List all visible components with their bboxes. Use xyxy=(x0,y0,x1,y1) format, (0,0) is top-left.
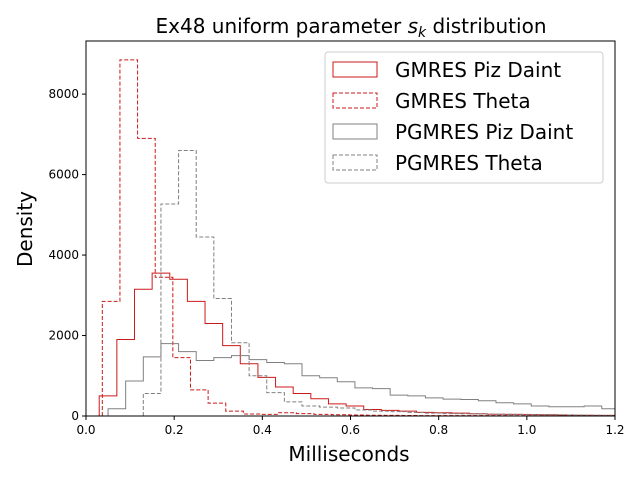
chart-title-symbol: s xyxy=(408,14,418,38)
chart-title-subscript: k xyxy=(418,25,427,41)
legend-label: GMRES Theta xyxy=(395,89,531,113)
legend-label: PGMRES Piz Daint xyxy=(395,120,573,144)
x-tick-label: 1.2 xyxy=(605,423,624,437)
x-tick-label: 0.0 xyxy=(76,423,95,437)
legend-swatch xyxy=(332,154,378,171)
x-axis: 0.0 0.2 0.4 0.6 0.8 1.0 1.2 xyxy=(76,416,625,437)
series-1-gmres-theta xyxy=(101,59,616,417)
legend: GMRES Piz Daint GMRES Theta PGMRES Piz Dai… xyxy=(324,51,604,184)
legend-swatch xyxy=(332,123,378,140)
legend-swatch xyxy=(332,61,378,78)
x-tick-label: 0.6 xyxy=(341,423,360,437)
chart-title-suffix: distribution xyxy=(426,14,546,38)
legend-frame xyxy=(324,51,604,184)
chart-title: Ex48 uniform parameter sk distribution xyxy=(156,14,547,41)
series-3-pgmres-theta xyxy=(142,149,616,416)
legend-label: PGMRES Theta xyxy=(395,151,543,175)
x-tick-label: 0.2 xyxy=(165,423,184,437)
x-axis-label: Milliseconds xyxy=(288,442,409,466)
y-axis-label: Density xyxy=(13,191,37,267)
y-tick-label: 4000 xyxy=(48,248,79,262)
y-tick-label: 0 xyxy=(71,409,79,423)
x-tick-label: 0.8 xyxy=(429,423,448,437)
y-tick-label: 6000 xyxy=(48,168,79,182)
series-2-pgmres-piz-daint xyxy=(107,343,616,416)
series-layer xyxy=(98,59,616,417)
chart-title-text: Ex48 uniform parameter xyxy=(156,14,408,38)
x-tick-label: 1.0 xyxy=(517,423,536,437)
y-tick-label: 2000 xyxy=(48,329,79,343)
y-tick-label: 8000 xyxy=(48,87,79,101)
legend-label: GMRES Piz Daint xyxy=(395,58,561,82)
y-axis: 0 2000 4000 6000 8000 xyxy=(48,87,86,423)
series-0-gmres-piz-daint xyxy=(98,272,616,416)
x-tick-label: 0.4 xyxy=(253,423,272,437)
legend-swatch xyxy=(332,92,378,109)
